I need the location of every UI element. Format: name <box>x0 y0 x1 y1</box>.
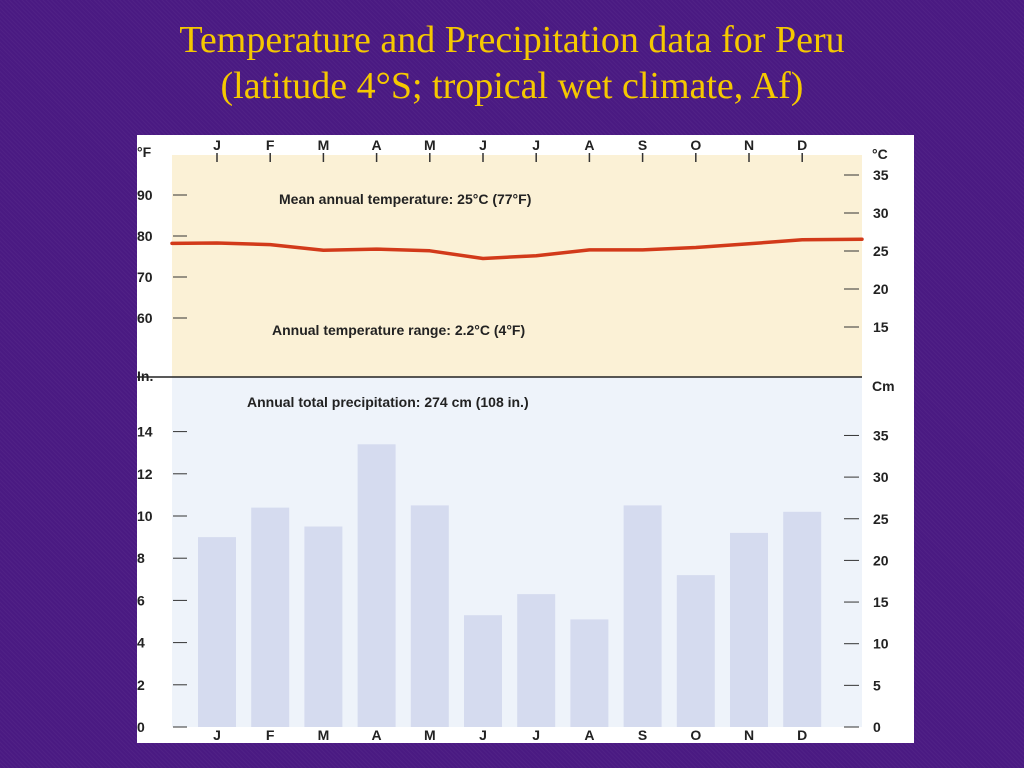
month-label-top: S <box>638 137 647 153</box>
precip-right-tick-label: 0 <box>873 719 881 735</box>
temp-right-tick-label: 25 <box>873 243 889 259</box>
month-label-top: A <box>584 137 594 153</box>
month-label-bottom: D <box>797 727 807 743</box>
precip-bar <box>251 507 290 727</box>
temp-left-tick-label: 60 <box>137 310 153 326</box>
month-label-top: F <box>266 137 275 153</box>
month-label-bottom: J <box>479 727 487 743</box>
temp-range-label: Annual temperature range: 2.2°C (4°F) <box>272 322 525 338</box>
precip-bar <box>783 511 822 727</box>
month-label-bottom: S <box>638 727 647 743</box>
month-label-bottom: A <box>372 727 382 743</box>
precip-right-tick-label: 20 <box>873 552 889 568</box>
month-label-top: J <box>532 137 540 153</box>
month-label-bottom: O <box>690 727 701 743</box>
precip-right-tick-label: 35 <box>873 427 889 443</box>
precip-left-tick-label: 10 <box>137 508 153 524</box>
temp-left-tick-label: 90 <box>137 187 153 203</box>
precip-right-tick-label: 10 <box>873 636 889 652</box>
climate-chart: °F °C In. Cm Mean annual temperature: 25… <box>137 135 914 743</box>
month-label-bottom: F <box>266 727 275 743</box>
month-label-top: A <box>372 137 382 153</box>
precip-bar <box>623 505 662 727</box>
title-line-1: Temperature and Precipitation data for P… <box>179 19 845 61</box>
month-label-top: M <box>318 137 330 153</box>
month-label-top: J <box>213 137 221 153</box>
temp-right-tick-label: 15 <box>873 319 889 335</box>
temperature-right-axis: 35 30 25 20 15 <box>844 167 889 335</box>
precip-right-tick-label: 15 <box>873 594 889 610</box>
precip-right-tick-label: 5 <box>873 677 881 693</box>
precipitation-bars <box>198 444 822 727</box>
temp-left-tick-label: 80 <box>137 228 153 244</box>
month-label-bottom: A <box>584 727 594 743</box>
temp-right-tick-label: 30 <box>873 205 889 221</box>
precip-bar <box>517 594 556 727</box>
month-label-bottom: N <box>744 727 754 743</box>
month-label-top: O <box>690 137 701 153</box>
precipitation-right-axis: 35 30 25 20 15 10 5 0 <box>844 427 889 735</box>
temperature-panel <box>172 155 862 377</box>
precip-left-tick-label: 2 <box>137 677 145 693</box>
precipitation-left-axis: 14 12 10 8 6 4 2 0 <box>137 424 187 735</box>
precip-right-tick-label: 25 <box>873 511 889 527</box>
month-label-top: D <box>797 137 807 153</box>
month-label-bottom: J <box>532 727 540 743</box>
precip-bar <box>304 526 343 727</box>
precip-left-tick-label: 4 <box>137 635 145 651</box>
temp-mean-label: Mean annual temperature: 25°C (77°F) <box>279 191 531 207</box>
temperature-line <box>170 237 864 261</box>
month-label-bottom: M <box>318 727 330 743</box>
precip-bar <box>410 505 449 727</box>
precip-left-tick-label: 12 <box>137 466 153 482</box>
precip-unit-right: Cm <box>872 378 895 394</box>
precip-left-tick-label: 8 <box>137 550 145 566</box>
precip-right-tick-label: 30 <box>873 469 889 485</box>
precip-left-tick-label: 0 <box>137 719 145 735</box>
precip-total-label: Annual total precipitation: 274 cm (108 … <box>247 394 529 410</box>
precip-bar <box>198 537 236 727</box>
month-label-bottom: J <box>213 727 221 743</box>
temp-unit-right: °C <box>872 146 888 162</box>
precip-bar <box>730 532 768 727</box>
month-label-top: J <box>479 137 487 153</box>
precip-bar <box>357 444 396 727</box>
temperature-left-axis: 90 80 70 60 <box>137 187 187 326</box>
precip-bar <box>464 615 502 727</box>
precip-unit-left: In. <box>137 368 153 384</box>
precip-bar <box>676 575 715 727</box>
month-label-bottom: M <box>424 727 436 743</box>
precip-left-tick-label: 14 <box>137 424 153 440</box>
title-line-2: (latitude 4°S; tropical wet climate, Af) <box>220 64 804 107</box>
temp-right-tick-label: 20 <box>873 281 889 297</box>
temp-right-tick-label: 35 <box>873 167 889 183</box>
temp-unit-left: °F <box>137 144 152 160</box>
temp-left-tick-label: 70 <box>137 269 153 285</box>
month-label-top: N <box>744 137 754 153</box>
slide-title: Temperature and Precipitation data for P… <box>0 18 1024 109</box>
month-label-top: M <box>424 137 436 153</box>
precip-bar <box>570 619 609 727</box>
precip-left-tick-label: 6 <box>137 592 145 608</box>
